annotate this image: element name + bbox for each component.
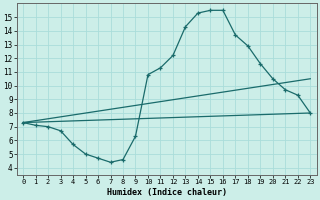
- X-axis label: Humidex (Indice chaleur): Humidex (Indice chaleur): [107, 188, 227, 197]
